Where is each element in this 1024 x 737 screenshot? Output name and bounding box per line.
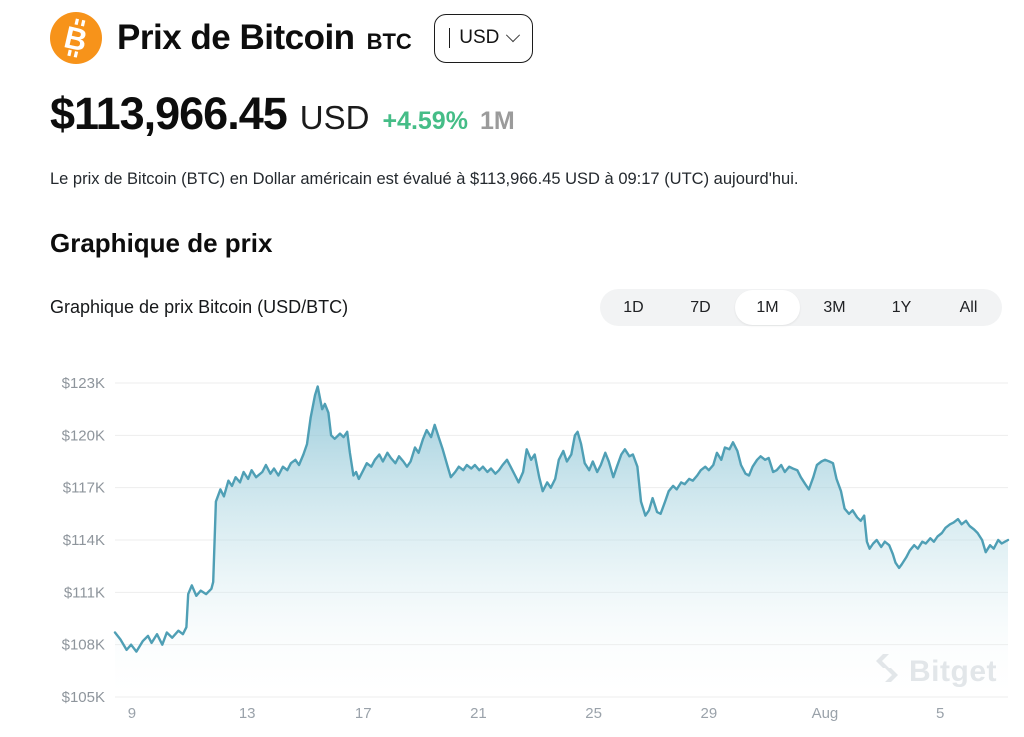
page-title: Prix de Bitcoin bbox=[117, 18, 355, 57]
price-change-period: 1M bbox=[479, 107, 515, 135]
x-axis-label: Aug bbox=[812, 705, 839, 722]
time-range-tabs: 1D 7D 1M 3M 1Y All bbox=[600, 289, 1002, 326]
price-line bbox=[113, 385, 1010, 653]
chart-header: Graphique de prix Bitcoin (USD/BTC) 1D 7D… bbox=[50, 289, 1002, 326]
price-currency: USD bbox=[299, 99, 370, 136]
x-axis-label: 13 bbox=[239, 705, 256, 722]
y-axis-label: $105K bbox=[62, 689, 105, 706]
y-axis-label: $120K bbox=[62, 427, 105, 444]
currency-selector[interactable]: USD bbox=[433, 13, 534, 63]
range-tab-all[interactable]: All bbox=[936, 290, 1001, 325]
chevron-down-icon bbox=[506, 28, 521, 43]
price-chart-svg[interactable]: $123K $120K $117K $114K $111K $108K $105K 9 13 17… bbox=[0, 360, 1024, 737]
x-axis-label: 17 bbox=[355, 705, 372, 722]
y-axis-label: $117K bbox=[63, 480, 105, 497]
range-tab-7d[interactable]: 7D bbox=[668, 290, 733, 325]
price-row: $113,966.45 USD +4.59% 1M bbox=[50, 88, 515, 140]
range-tab-1y[interactable]: 1Y bbox=[869, 290, 934, 325]
area-fill bbox=[115, 386, 1008, 697]
range-tab-3m[interactable]: 3M bbox=[802, 290, 867, 325]
y-axis-label: $123K bbox=[62, 375, 105, 392]
x-axis-label: 25 bbox=[585, 705, 602, 722]
coin-header: B Prix de Bitcoin BTC USD bbox=[50, 12, 534, 64]
chart-subtitle: Graphique de prix Bitcoin (USD/BTC) bbox=[50, 297, 349, 317]
bitcoin-logo-icon: B bbox=[50, 12, 102, 64]
range-tab-1d[interactable]: 1D bbox=[601, 290, 666, 325]
coin-ticker: BTC bbox=[366, 29, 412, 54]
section-title: Graphique de prix bbox=[50, 228, 273, 258]
price-description: Le prix de Bitcoin (BTC) en Dollar améri… bbox=[50, 170, 799, 188]
currency-selected-value: USD bbox=[459, 27, 500, 48]
y-axis-label: $111K bbox=[64, 584, 105, 601]
x-axis-label: 21 bbox=[470, 705, 487, 722]
text-cursor-icon bbox=[448, 28, 451, 48]
y-axis-label: $108K bbox=[62, 637, 105, 654]
y-axis-label: $114K bbox=[63, 532, 105, 549]
x-axis-label: 5 bbox=[936, 705, 944, 722]
price-value: $113,966.45 bbox=[50, 88, 288, 139]
x-axis-label: 9 bbox=[128, 705, 136, 722]
price-chart[interactable]: $123K $120K $117K $114K $111K $108K $105K 9 13 17… bbox=[0, 360, 1024, 737]
range-tab-1m[interactable]: 1M bbox=[735, 290, 800, 325]
x-axis-label: 29 bbox=[701, 705, 718, 722]
price-change-badge: +4.59% bbox=[382, 107, 468, 135]
